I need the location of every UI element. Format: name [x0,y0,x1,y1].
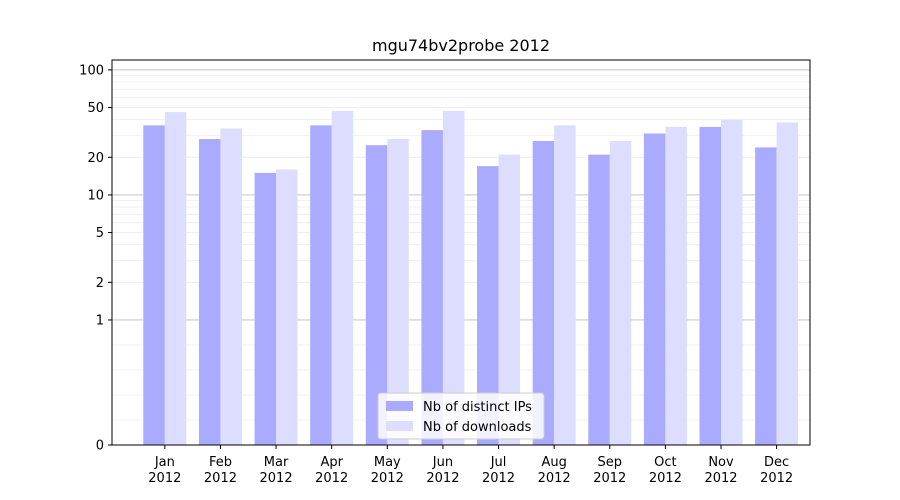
axes: Jan2012Feb2012Mar2012Apr2012May2012Jun20… [79,59,811,486]
chart-title: mgu74bv2probe 2012 [372,36,550,55]
x-tick-label-year: 2012 [315,471,348,486]
legend: Nb of distinct IPs Nb of downloads [377,392,545,440]
x-tick-label-year: 2012 [760,471,793,486]
legend-label: Nb of distinct IPs [423,400,532,415]
bar-downloads [276,169,298,445]
x-tick-label-year: 2012 [260,471,293,486]
x-tick-label-month: Dec [764,455,789,470]
bar-downloads [220,128,242,445]
bar-downloads [609,140,632,445]
y-tick-label: 2 [96,276,104,291]
bar-downloads [665,126,687,446]
bar-distinct-ips [643,133,666,445]
y-tick-label: 5 [96,226,104,241]
bar-downloads [721,119,743,446]
bar-downloads [387,139,409,445]
x-tick-label-month: Mar [264,455,289,470]
bar-downloads [776,122,799,445]
x-tick-label-year: 2012 [371,471,404,486]
bar-distinct-ips [254,172,277,445]
legend-label: Nb of downloads [423,420,532,435]
x-tick-label-month: Apr [320,455,343,470]
y-tick-label: 50 [87,101,104,116]
bar-distinct-ips [198,139,221,445]
x-tick-label-year: 2012 [148,471,181,486]
bar-distinct-ips [699,126,722,446]
x-tick-label-year: 2012 [593,471,626,486]
bar-downloads [554,125,576,445]
bar-distinct-ips [421,130,443,445]
bar-downloads [331,110,354,445]
bar-distinct-ips [755,147,777,446]
x-tick-label-month: Jun [432,455,453,470]
x-tick-label-year: 2012 [704,471,737,486]
x-tick-label-year: 2012 [649,471,682,486]
legend-swatch [386,401,413,411]
bar-distinct-ips [588,154,610,446]
y-tick-label: 0 [96,439,104,454]
x-tick-label-month: Jul [490,455,507,470]
x-tick-label-month: Feb [209,455,232,470]
bars [143,110,799,446]
bar-distinct-ips [365,145,388,445]
bar-distinct-ips [143,125,165,445]
bar-downloads [164,112,187,445]
y-tick-label: 1 [96,313,104,328]
bar-downloads [498,154,521,446]
bar-distinct-ips [532,140,555,445]
x-tick-label-year: 2012 [204,471,237,486]
legend-box [377,392,545,440]
y-tick-label: 10 [87,188,104,203]
x-tick-label-month: May [374,455,401,470]
bar-distinct-ips [477,166,499,445]
x-tick-label-month: Oct [654,455,676,470]
y-tick-label: 100 [79,63,104,78]
y-tick-label: 20 [87,151,104,166]
x-tick-label-month: Sep [598,455,623,470]
x-tick-label-year: 2012 [538,471,571,486]
plot-frame [111,59,811,446]
x-tick-label-month: Aug [541,455,566,470]
bar-distinct-ips [310,125,332,445]
x-tick-label-month: Jan [154,455,175,470]
bar-downloads [442,110,465,445]
x-tick-label-year: 2012 [426,471,459,486]
legend-swatch [386,421,413,431]
x-tick-label-month: Nov [708,455,734,470]
x-tick-label-year: 2012 [482,471,515,486]
